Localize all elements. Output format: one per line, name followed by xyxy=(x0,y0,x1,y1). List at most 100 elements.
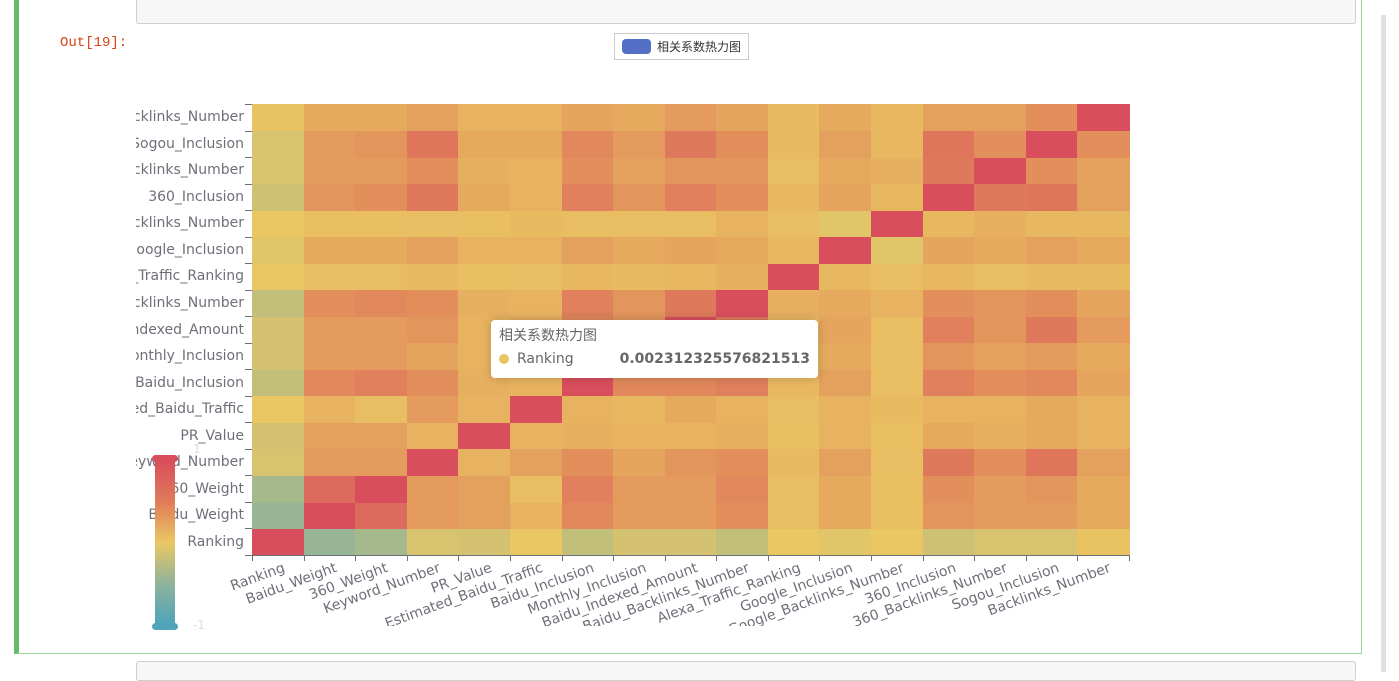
heatmap-cell[interactable] xyxy=(252,422,305,450)
heatmap-cell[interactable] xyxy=(613,289,666,317)
heatmap-cell[interactable] xyxy=(922,183,975,211)
heatmap-cell[interactable] xyxy=(355,130,408,158)
heatmap-cell[interactable] xyxy=(303,395,356,423)
heatmap-cell[interactable] xyxy=(303,236,356,264)
heatmap-cell[interactable] xyxy=(819,104,872,132)
heatmap-cell[interactable] xyxy=(716,528,769,556)
heatmap-cell[interactable] xyxy=(819,422,872,450)
heatmap-cell[interactable] xyxy=(819,316,872,344)
heatmap-cell[interactable] xyxy=(303,475,356,503)
heatmap-cell[interactable] xyxy=(561,183,614,211)
heatmap-cell[interactable] xyxy=(871,422,924,450)
heatmap-cell[interactable] xyxy=(767,289,821,317)
heatmap-cell[interactable] xyxy=(767,448,821,476)
heatmap-cell[interactable] xyxy=(355,210,408,238)
heatmap-cell[interactable] xyxy=(974,157,1027,185)
heatmap-cell[interactable] xyxy=(561,263,614,291)
heatmap-cell[interactable] xyxy=(252,501,305,530)
heatmap-cell[interactable] xyxy=(406,236,459,264)
heatmap-cell[interactable] xyxy=(458,236,511,264)
heatmap-cell[interactable] xyxy=(922,236,975,264)
heatmap-cell[interactable] xyxy=(613,475,666,503)
heatmap-cell[interactable] xyxy=(509,528,563,556)
heatmap-cell[interactable] xyxy=(716,183,769,211)
heatmap-cell[interactable] xyxy=(922,210,975,238)
heatmap-cell[interactable] xyxy=(871,130,924,158)
heatmap-cell[interactable] xyxy=(922,395,975,423)
heatmap-cell[interactable] xyxy=(767,475,821,503)
heatmap-cell[interactable] xyxy=(974,369,1027,397)
heatmap-cell[interactable] xyxy=(871,289,924,317)
heatmap-cell[interactable] xyxy=(819,183,872,211)
heatmap-cell[interactable] xyxy=(613,236,666,264)
heatmap-cell[interactable] xyxy=(1025,501,1078,530)
heatmap-cell[interactable] xyxy=(974,501,1027,530)
heatmap-cell[interactable] xyxy=(303,157,356,185)
heatmap-cell[interactable] xyxy=(664,448,717,476)
heatmap-cell[interactable] xyxy=(613,422,666,450)
heatmap-cell[interactable] xyxy=(974,236,1027,264)
heatmap-cell[interactable] xyxy=(509,210,563,238)
heatmap-cell[interactable] xyxy=(406,289,459,317)
heatmap-cell[interactable] xyxy=(922,316,975,344)
heatmap-cell[interactable] xyxy=(974,448,1027,476)
heatmap-cell[interactable] xyxy=(716,422,769,450)
heatmap-cell[interactable] xyxy=(509,501,563,530)
heatmap-cell[interactable] xyxy=(303,422,356,450)
heatmap-cell[interactable] xyxy=(303,289,356,317)
heatmap-cell[interactable] xyxy=(871,528,924,556)
heatmap-cell[interactable] xyxy=(252,210,305,238)
heatmap-cell[interactable] xyxy=(1025,528,1078,556)
heatmap-cell[interactable] xyxy=(922,104,975,132)
heatmap-cell[interactable] xyxy=(252,289,305,317)
heatmap-cell[interactable] xyxy=(922,263,975,291)
heatmap-cell[interactable] xyxy=(767,528,821,556)
heatmap-cell[interactable] xyxy=(819,369,872,397)
heatmap-cell[interactable] xyxy=(613,210,666,238)
heatmap-cell[interactable] xyxy=(871,369,924,397)
heatmap-cell[interactable] xyxy=(406,130,459,158)
heatmap-cell[interactable] xyxy=(819,210,872,238)
heatmap-cell[interactable] xyxy=(871,501,924,530)
heatmap-cell[interactable] xyxy=(355,475,408,503)
heatmap-cell[interactable] xyxy=(509,422,563,450)
heatmap-cell[interactable] xyxy=(819,395,872,423)
heatmap-cell[interactable] xyxy=(1025,448,1078,476)
heatmap-cell[interactable] xyxy=(1025,422,1078,450)
heatmap-cell[interactable] xyxy=(1025,236,1078,264)
heatmap-cell[interactable] xyxy=(406,210,459,238)
heatmap-cell[interactable] xyxy=(509,236,563,264)
heatmap-cell[interactable] xyxy=(974,422,1027,450)
heatmap-cell[interactable] xyxy=(1077,316,1130,344)
heatmap-cell[interactable] xyxy=(664,289,717,317)
heatmap-cell[interactable] xyxy=(871,316,924,344)
heatmap-cell[interactable] xyxy=(974,316,1027,344)
heatmap-cell[interactable] xyxy=(922,369,975,397)
heatmap-cell[interactable] xyxy=(767,422,821,450)
heatmap-cell[interactable] xyxy=(1077,422,1130,450)
heatmap-cell[interactable] xyxy=(664,130,717,158)
heatmap-cell[interactable] xyxy=(1077,528,1130,556)
heatmap-cell[interactable] xyxy=(509,263,563,291)
heatmap-cell[interactable] xyxy=(664,210,717,238)
heatmap-cell[interactable] xyxy=(819,528,872,556)
heatmap-cell[interactable] xyxy=(252,395,305,423)
heatmap-cell[interactable] xyxy=(819,342,872,370)
heatmap-cell[interactable] xyxy=(974,342,1027,370)
heatmap-cell[interactable] xyxy=(922,422,975,450)
heatmap-cell[interactable] xyxy=(509,289,563,317)
chart-legend[interactable]: 相关系数热力图 xyxy=(614,33,750,60)
visual-map-bottom-handle[interactable] xyxy=(152,623,178,630)
heatmap-cell[interactable] xyxy=(303,369,356,397)
heatmap-cell[interactable] xyxy=(922,475,975,503)
heatmap-cell[interactable] xyxy=(355,342,408,370)
heatmap-cell[interactable] xyxy=(561,501,614,530)
heatmap-cell[interactable] xyxy=(1077,236,1130,264)
heatmap-cell[interactable] xyxy=(406,342,459,370)
heatmap-cell[interactable] xyxy=(819,263,872,291)
heatmap-cell[interactable] xyxy=(716,104,769,132)
heatmap-cell[interactable] xyxy=(303,528,356,556)
heatmap-cell[interactable] xyxy=(1077,289,1130,317)
heatmap-cell[interactable] xyxy=(406,157,459,185)
heatmap-cell[interactable] xyxy=(819,157,872,185)
